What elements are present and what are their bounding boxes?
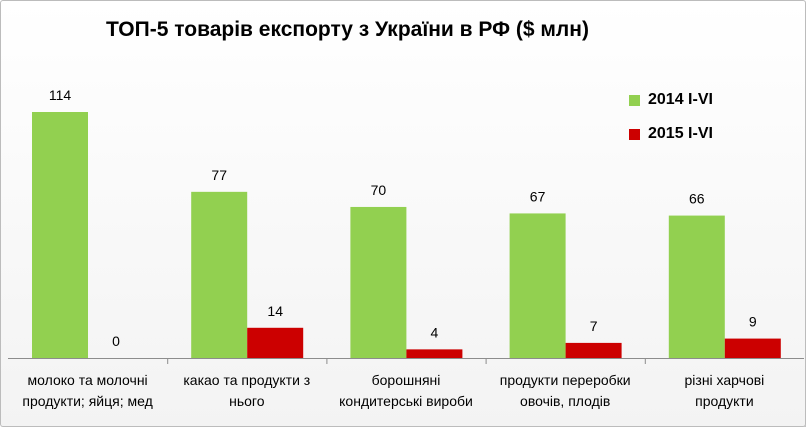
- bar-2015-4: [724, 338, 781, 358]
- bar-2014-2: [350, 206, 407, 358]
- legend-label-2015: 2015 I-VI: [648, 125, 713, 142]
- data-label-2014-0: 114: [49, 87, 72, 103]
- legend: 2014 I-VI 2015 I-VI: [629, 83, 713, 151]
- x-tick-label-1: нього: [229, 393, 265, 409]
- data-label-2014-1: 77: [211, 167, 227, 183]
- legend-item-2015: 2015 I-VI: [629, 117, 713, 151]
- chart-title: ТОП-5 товарів експорту з України в РФ ($…: [106, 18, 589, 41]
- data-label-2015-0: 0: [112, 333, 120, 349]
- data-label-2015-4: 9: [749, 314, 757, 330]
- x-tick-label-3: продукти переробки: [500, 372, 631, 388]
- bar-2014-1: [191, 191, 248, 358]
- bar-2014-4: [668, 215, 725, 358]
- data-label-2015-3: 7: [590, 318, 598, 334]
- data-label-2015-2: 4: [431, 324, 439, 340]
- x-tick-label-2: кондитерські вироби: [339, 393, 473, 409]
- x-tick-label-1: какао та продукти з: [183, 372, 310, 388]
- x-tick-label-0: молоко та молочні: [28, 372, 148, 388]
- bar-2015-3: [565, 342, 622, 358]
- x-tick-label-3: овочів, плодів: [520, 393, 610, 409]
- legend-item-2014: 2014 I-VI: [629, 83, 713, 117]
- bar-2015-2: [406, 349, 463, 358]
- data-label-2014-3: 67: [530, 188, 546, 204]
- x-tick-label-4: продукти: [695, 393, 754, 409]
- bar-2015-1: [247, 327, 304, 358]
- legend-label-2014: 2014 I-VI: [648, 91, 713, 108]
- x-tick-label-0: продукти; яйця; мед: [22, 393, 152, 409]
- x-tick-label-2: борошняні: [372, 372, 441, 388]
- legend-swatch-2015: [629, 128, 640, 140]
- bar-2014-0: [32, 112, 88, 358]
- legend-swatch-2014: [629, 94, 640, 106]
- data-label-2015-1: 14: [267, 303, 283, 319]
- data-label-2014-4: 66: [689, 191, 705, 207]
- data-label-2014-2: 70: [371, 182, 387, 198]
- x-tick-label-4: різні харчові: [685, 372, 765, 388]
- bar-2014-3: [509, 213, 566, 358]
